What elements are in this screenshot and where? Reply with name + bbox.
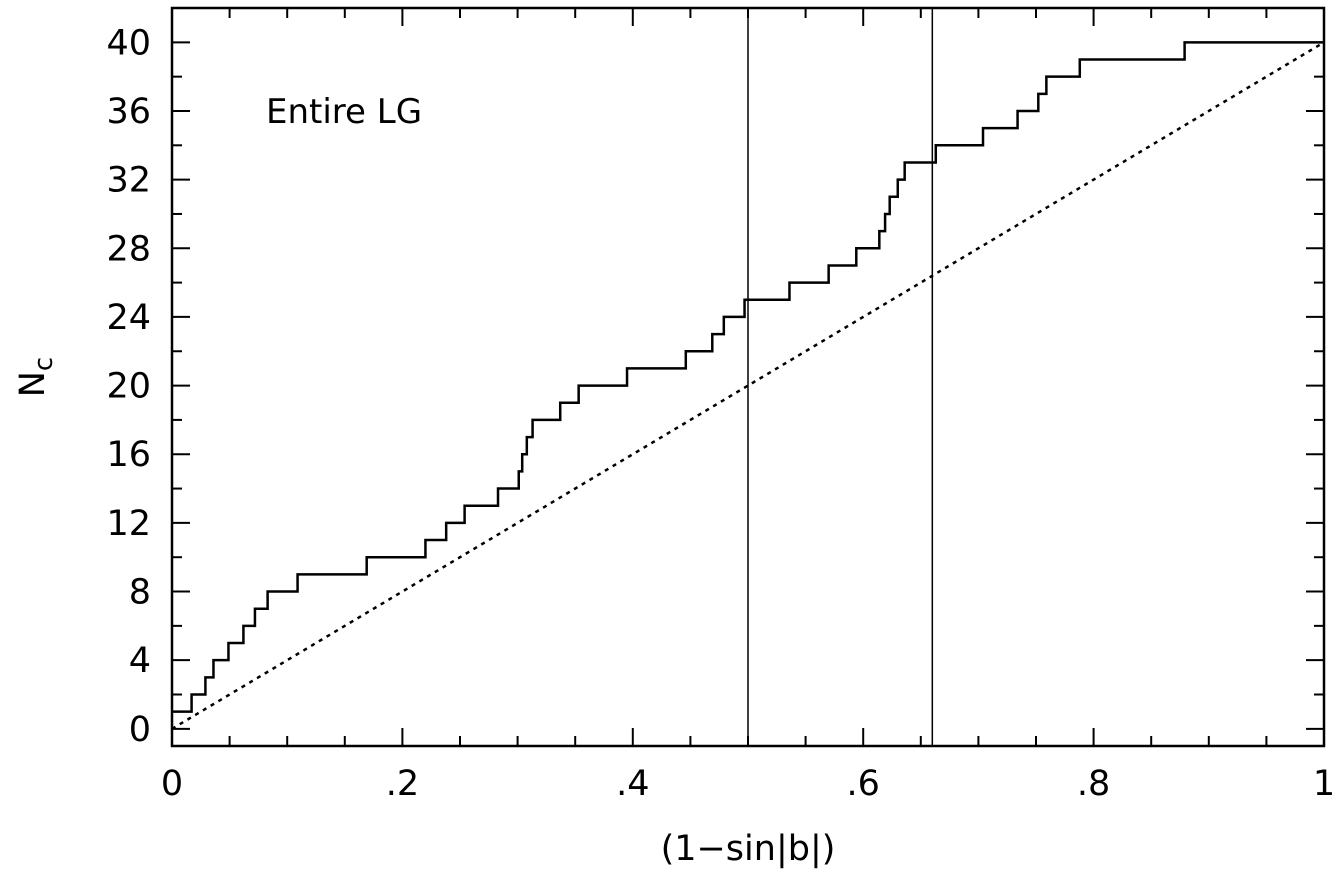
y-axis-title-main: N [13, 371, 53, 397]
tick-labels: 0 .2 .4 .6 .8 1 0 4 8 12 16 20 24 28 32 36 40 [106, 23, 1335, 804]
uniform-reference-dotted-line [171, 41, 1325, 730]
annotation-entire-lg: Entire LG [266, 92, 422, 132]
y-tick-label: 8 [129, 573, 151, 613]
y-tick-label: 0 [129, 710, 151, 750]
y-tick-label: 4 [129, 641, 151, 681]
svg-text:Nc: Nc [13, 357, 59, 397]
cumulative-step-line [172, 41, 1324, 713]
y-tick-label: 16 [106, 435, 151, 475]
y-tick-label: 36 [106, 92, 151, 132]
x-tick-label: .8 [1077, 764, 1110, 804]
y-tick-label: 24 [106, 298, 151, 338]
x-tick-label: 1 [1313, 764, 1335, 804]
x-tick-label: .4 [616, 764, 649, 804]
x-tick-label: 0 [161, 764, 183, 804]
y-tick-label: 20 [106, 367, 151, 407]
vertical-reference-lines [747, 8, 934, 746]
x-tick-label: .2 [386, 764, 419, 804]
y-tick-label: 12 [106, 504, 151, 544]
y-axis-title: Nc [13, 357, 59, 397]
x-tick-label: .6 [846, 764, 879, 804]
y-tick-label: 40 [106, 23, 151, 63]
y-tick-label: 32 [106, 161, 151, 201]
y-tick-label: 28 [106, 229, 151, 269]
y-axis-title-sub: c [29, 357, 59, 371]
x-axis-title: (1−sin|b|) [661, 829, 836, 869]
data-series [171, 41, 1325, 730]
